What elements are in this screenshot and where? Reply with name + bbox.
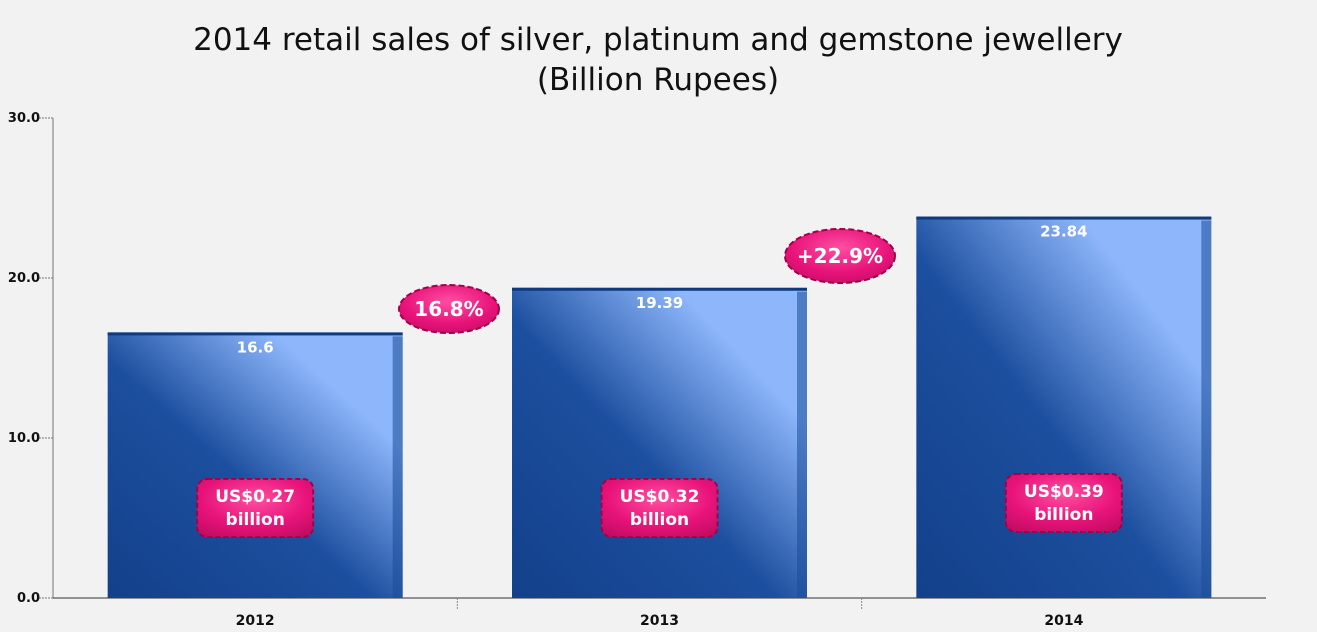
bar-2013 <box>512 287 807 598</box>
bar-top-edge <box>107 332 403 336</box>
chart-title-line2: (Billion Rupees) <box>537 62 779 98</box>
growth-badge-label: +22.9% <box>797 244 883 268</box>
bar-edge-shade <box>1201 220 1212 598</box>
y-tick-label: 30.0 <box>8 111 40 126</box>
bar-2014 <box>916 216 1212 598</box>
usd-badge-line1: US$0.39 <box>1024 482 1104 502</box>
y-tick-label: 10.0 <box>8 431 40 446</box>
usd-badge-line2: billion <box>630 510 689 530</box>
usd-badge-line2: billion <box>226 510 285 530</box>
x-tick-label: 2014 <box>1044 613 1083 629</box>
bars <box>107 216 1212 598</box>
chart-title-line1: 2014 retail sales of silver, platinum an… <box>193 22 1123 58</box>
bar-edge-shade <box>392 336 403 598</box>
usd-badge <box>600 478 719 538</box>
usd-badge-line1: US$0.32 <box>620 487 700 507</box>
y-tick-label: 0.0 <box>17 591 40 606</box>
data-label: 23.84 <box>1040 223 1087 241</box>
y-tick-label: 20.0 <box>8 271 40 286</box>
bar-2012 <box>107 332 403 598</box>
usd-badge-line2: billion <box>1034 505 1093 525</box>
x-tick-label: 2013 <box>640 613 679 629</box>
usd-badge <box>196 478 315 538</box>
labels: 16.6 2012 US$0.27 billion 19.39 2013 US$0.32 bi… <box>196 223 1123 629</box>
bar-top-edge <box>512 287 807 291</box>
growth-badge-label: 16.8% <box>414 297 483 321</box>
usd-badge-line1: US$0.27 <box>215 487 295 507</box>
usd-badge <box>1004 473 1123 533</box>
data-label: 19.39 <box>636 294 683 312</box>
growth-badge <box>784 228 896 284</box>
x-tick-label: 2012 <box>236 613 275 629</box>
bar-top-edge <box>916 216 1212 220</box>
growth-badge <box>398 284 500 334</box>
bar-edge-shade <box>797 291 807 598</box>
data-label: 16.6 <box>237 338 274 356</box>
